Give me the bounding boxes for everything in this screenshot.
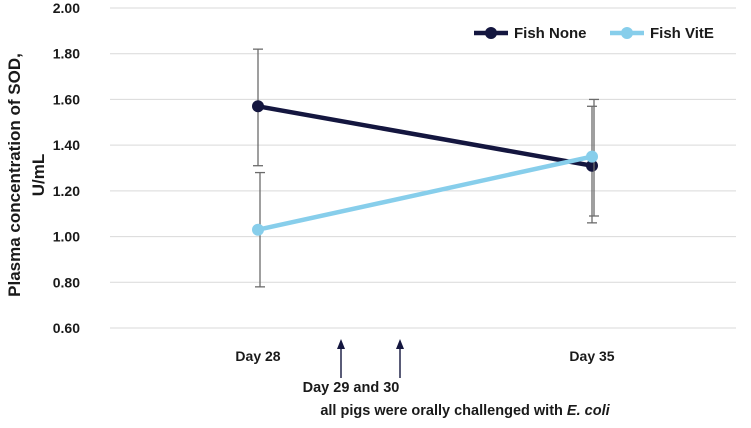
legend-label: Fish None: [514, 25, 587, 42]
data-point: [586, 159, 598, 172]
data-point: [252, 100, 264, 113]
series: [252, 48, 599, 288]
y-tick-label: 1.20: [53, 183, 80, 199]
y-axis-label-line-1: Plasma concentration of SOD,: [5, 53, 24, 297]
legend: Fish None Fish VitE: [474, 25, 714, 42]
y-axis-label: Plasma concentration of SOD, U/mL: [5, 53, 48, 297]
series-line: [257, 154, 593, 232]
y-tick-label: 2.00: [53, 0, 80, 16]
data-point: [586, 150, 598, 163]
legend-label: Fish VitE: [650, 25, 714, 42]
x-tick-label: Day 35: [569, 348, 614, 364]
data-point: [252, 223, 264, 236]
legend-marker: [621, 27, 633, 39]
series-fish-none: [252, 48, 598, 224]
series-fish-vite: [252, 98, 599, 288]
y-tick-label: 1.60: [53, 91, 80, 107]
challenge-arrowhead: [396, 339, 404, 349]
annotation-line-2-italic: E. coli: [567, 403, 611, 419]
series-line: [257, 104, 593, 168]
legend-marker: [485, 27, 497, 39]
annotation-line-2: all pigs were orally challenged with E. …: [320, 403, 610, 419]
annotation-line-1: Day 29 and 30: [303, 380, 400, 396]
annotation: Day 29 and 30 all pigs were orally chall…: [303, 339, 611, 419]
y-axis-label-line-2: U/mL: [29, 154, 48, 197]
y-tick-label: 1.40: [53, 137, 80, 153]
y-tick-label: 1.00: [53, 229, 80, 245]
legend-item: Fish None: [474, 25, 587, 42]
y-tick-label: 1.80: [53, 46, 80, 62]
x-tick-label: Day 28: [235, 348, 280, 364]
y-tick-label: 0.60: [53, 320, 80, 336]
y-tick-label: 0.80: [53, 274, 80, 290]
challenge-arrowhead: [337, 339, 345, 349]
axes: 0.60 0.80 1.00 1.20 1.40 1.60 1.80 2.00 Day 28 Da…: [53, 0, 615, 364]
gridlines: [110, 7, 736, 329]
legend-item: Fish VitE: [610, 25, 714, 42]
annotation-line-2-prefix: all pigs were orally challenged with: [320, 403, 567, 419]
